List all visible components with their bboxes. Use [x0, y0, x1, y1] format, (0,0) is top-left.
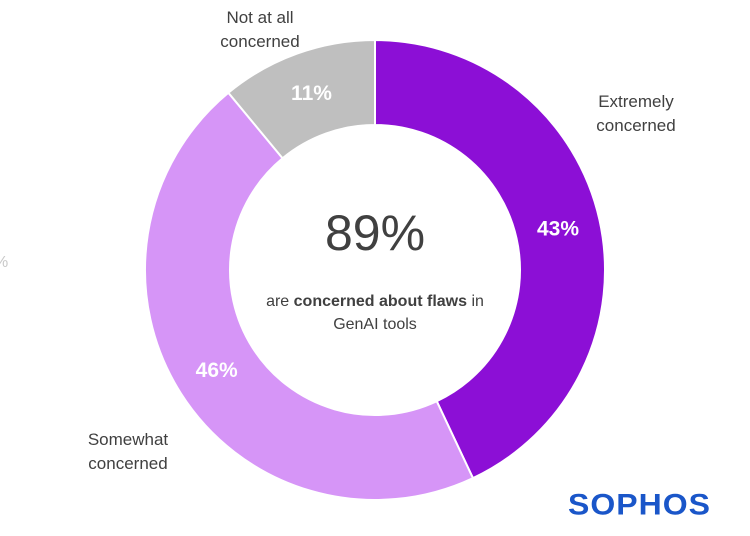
slice-label-not-at-all-concerned: 11%: [291, 82, 332, 105]
category-label-somewhat-concerned: Somewhat concerned: [58, 428, 198, 476]
edge-text-fragment: %: [0, 254, 8, 272]
center-caption-line-2: GenAI tools: [333, 316, 417, 333]
slice-label-somewhat-concerned: 46%: [196, 359, 238, 382]
category-label-line: Not at all: [226, 8, 294, 27]
category-label-line: Extremely: [598, 92, 674, 111]
donut-slices: [144, 38, 606, 501]
slice-somewhat-concerned: [144, 91, 475, 501]
category-label-line: concerned: [88, 454, 168, 473]
slice-extremely-concerned: [374, 38, 606, 480]
slice-label-extremely-concerned: 43%: [537, 218, 579, 241]
category-label-line: Somewhat: [87, 430, 169, 449]
caption-bold: concerned about flaws: [293, 293, 468, 310]
slice-value-labels: 43% 46% 11%: [196, 82, 580, 382]
sophos-logo: SOPHOS: [568, 488, 711, 522]
category-label-extremely-concerned: Extremely concerned: [566, 90, 706, 138]
category-label-line: concerned: [596, 116, 676, 135]
caption-suffix: in: [467, 293, 484, 310]
slice-not-at-all-concerned: [226, 38, 376, 160]
category-label-line: concerned: [220, 32, 300, 51]
center-caption: are concerned about flaws in GenAI tools: [255, 290, 495, 336]
center-caption-line-1: are concerned about flaws in: [255, 290, 495, 313]
category-label-not-at-all-concerned: Not at all concerned: [200, 6, 320, 54]
center-value: 89%: [324, 205, 426, 261]
caption-prefix: are: [266, 293, 294, 310]
